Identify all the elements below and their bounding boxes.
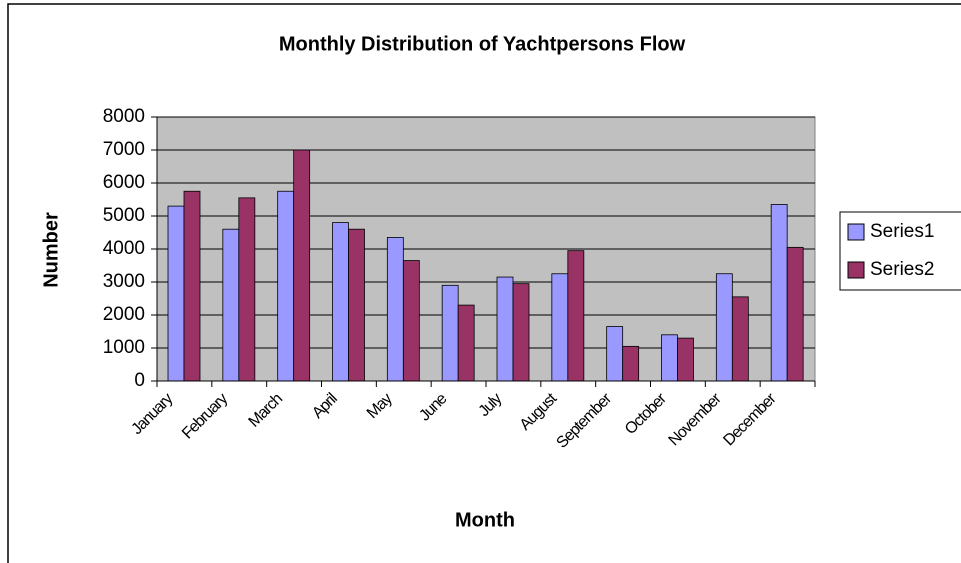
y-tick-label: 2000 (103, 304, 145, 325)
bar (441, 284, 459, 382)
bar (512, 283, 530, 382)
bar (786, 246, 804, 382)
bar (606, 326, 624, 382)
bar (386, 237, 404, 382)
x-axis-label: Month (455, 509, 515, 531)
y-tick-label: 1000 (103, 337, 145, 358)
bar (183, 190, 201, 382)
bar (496, 276, 514, 382)
bar (715, 273, 733, 382)
bar (222, 228, 240, 382)
legend-swatch (847, 261, 865, 279)
bar (567, 250, 585, 382)
bar (622, 345, 640, 382)
legend-swatch (847, 223, 865, 241)
chart-title: Monthly Distribution of Yachtpersons Flo… (279, 33, 686, 55)
bar (731, 296, 749, 382)
y-tick-label: 3000 (103, 271, 145, 292)
bar (661, 334, 678, 382)
bar (770, 204, 788, 382)
legend-label: Series1 (870, 221, 934, 242)
bar (332, 222, 349, 382)
y-tick-label: 8000 (103, 106, 145, 127)
y-tick-label: 7000 (103, 139, 145, 160)
y-axis-label: Number (40, 212, 62, 288)
y-tick-label: 4000 (103, 238, 145, 259)
y-tick-label: 5000 (103, 205, 145, 226)
bar (293, 149, 311, 382)
y-tick-label: 0 (134, 370, 145, 391)
bar (677, 337, 694, 382)
bar (277, 190, 295, 382)
bar (238, 197, 256, 382)
bar (551, 273, 569, 382)
bar (167, 205, 185, 382)
bar (457, 304, 475, 382)
bar (348, 228, 365, 382)
bar (402, 260, 420, 382)
y-tick-label: 6000 (103, 172, 145, 193)
legend-label: Series2 (870, 259, 934, 280)
